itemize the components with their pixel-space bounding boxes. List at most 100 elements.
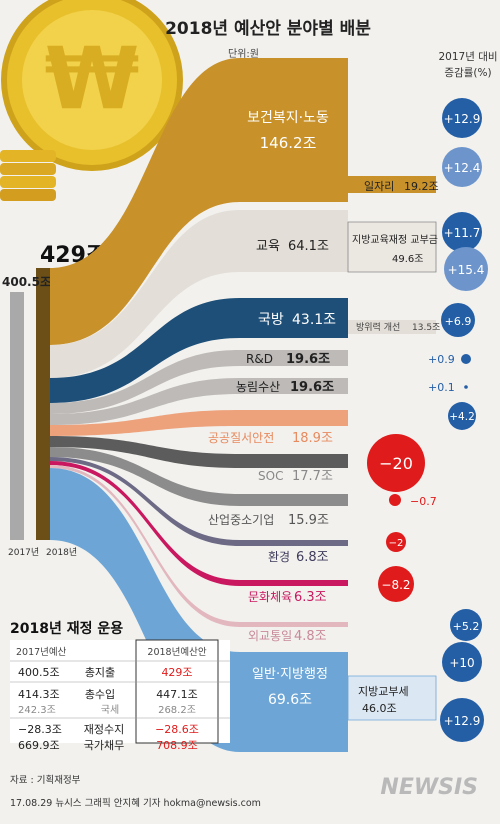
sector-label-soc: SOC bbox=[258, 469, 283, 483]
change-bubble-diplomacy: +5.2 bbox=[450, 609, 482, 641]
sector-label-safety: 공공질서안전 bbox=[208, 431, 274, 445]
sub-label-jobs: 일자리 bbox=[364, 179, 394, 193]
sub-amount-jobs: 19.2조 bbox=[404, 180, 439, 193]
table-row1-label: 총수입 bbox=[85, 688, 115, 701]
flows-environment: 환경 6.8조 bbox=[50, 457, 348, 565]
sector-label-diplomacy: 외교통일 bbox=[248, 629, 292, 643]
change-marker-rnd: +0.9 bbox=[428, 353, 471, 366]
flows-diplomacy: 외교통일 4.8조 bbox=[50, 465, 348, 644]
sector-amount-agri: 19.6조 bbox=[290, 380, 334, 395]
svg-text:+11.7: +11.7 bbox=[444, 226, 481, 240]
table-col-2017: 2017년예산 bbox=[16, 647, 67, 658]
table-row3-label: 재정수지 bbox=[84, 723, 124, 736]
table-row2-2017: 242.3조 bbox=[18, 705, 56, 716]
change-bubble-education: +11.7 bbox=[442, 212, 482, 252]
sector-label-industry: 산업중소기업 bbox=[208, 513, 274, 527]
sector-amount-safety: 18.9조 bbox=[292, 431, 333, 446]
table-row3-2018: −28.6조 bbox=[155, 723, 199, 736]
table-row0-2017: 400.5조 bbox=[18, 666, 60, 679]
svg-text:+6.9: +6.9 bbox=[445, 315, 472, 328]
svg-text:+0.1: +0.1 bbox=[428, 381, 455, 394]
sector-label-health: 보건복지·노동 bbox=[247, 110, 329, 126]
svg-text:+12.4: +12.4 bbox=[444, 161, 481, 175]
year-2018-label: 2018년 bbox=[46, 547, 77, 558]
flows-health: 보건복지·노동 146.2조 일자리 19.2조 bbox=[50, 58, 439, 345]
change-bubble-defense: +6.9 bbox=[441, 303, 475, 337]
sub-label-edu-grant: 지방교육재정 교부금 bbox=[352, 234, 438, 246]
table-title: 2018년 재정 운용 bbox=[10, 620, 123, 637]
svg-text:+0.9: +0.9 bbox=[428, 353, 455, 366]
chart-title: 2018년 예산안 분야별 배분 bbox=[165, 19, 371, 39]
credit-label: 17.08.29 뉴시스 그래픽 안지혜 기자 hokma@newsis.com bbox=[10, 797, 261, 809]
sector-amount-industry: 15.9조 bbox=[288, 513, 329, 528]
svg-text:+15.4: +15.4 bbox=[448, 263, 485, 277]
bar-2018-total bbox=[36, 268, 50, 540]
coin-icon: ₩ bbox=[1, 0, 183, 171]
flows-education: 교육 64.1조 지방교육재정 교부금 49.6조 bbox=[50, 210, 438, 378]
change-bubble-environment: −2 bbox=[386, 532, 406, 552]
unit-label: 단위:원 bbox=[228, 47, 259, 60]
table-row2-label: 국세 bbox=[101, 704, 119, 716]
bar-2017-total bbox=[10, 292, 24, 540]
newsis-logo: NEWSIS bbox=[380, 775, 478, 800]
change-bubble-safety: +4.2 bbox=[448, 402, 476, 430]
sub-amount-local-grant: 46.0조 bbox=[362, 702, 397, 715]
svg-text:+10: +10 bbox=[449, 656, 474, 670]
svg-text:−2: −2 bbox=[389, 538, 404, 549]
change-header-line2: 증감률(%) bbox=[444, 67, 491, 79]
table-row1-2017: 414.3조 bbox=[18, 688, 60, 701]
sector-amount-rnd: 19.6조 bbox=[286, 352, 330, 367]
total-2017-label: 400.5조 bbox=[2, 275, 51, 289]
sub-amount-defense: 13.5조 bbox=[412, 323, 440, 333]
table-row2-2018: 268.2조 bbox=[158, 705, 196, 716]
table-row4-2017: 669.9조 bbox=[18, 739, 60, 752]
table-col-2018: 2018년예산안 bbox=[147, 647, 206, 658]
svg-text:−8.2: −8.2 bbox=[381, 578, 410, 592]
svg-text:+12.9: +12.9 bbox=[444, 714, 481, 728]
flows-culture: 문화체육 6.3조 bbox=[50, 461, 348, 605]
source-label: 자료 : 기획재정부 bbox=[10, 774, 81, 786]
sector-label-environment: 환경 bbox=[268, 550, 290, 564]
svg-text:+5.2: +5.2 bbox=[453, 620, 480, 633]
sector-amount-defense: 43.1조 bbox=[292, 312, 336, 328]
sector-amount-education: 64.1조 bbox=[288, 239, 329, 254]
change-marker-industry: −0.7 bbox=[389, 494, 437, 508]
table-row4-2018: 708.9조 bbox=[156, 739, 198, 752]
sector-label-education: 교육 bbox=[256, 239, 280, 254]
change-bubble-local-grant: +12.9 bbox=[440, 698, 484, 742]
sub-amount-edu-grant: 49.6조 bbox=[392, 254, 423, 265]
table-row3-2017: −28.3조 bbox=[18, 723, 62, 736]
change-bubble-edu-grant: +15.4 bbox=[444, 247, 488, 291]
svg-text:₩: ₩ bbox=[45, 29, 140, 129]
sub-label-defense: 방위력 개선 bbox=[356, 321, 400, 333]
change-bubble-health: +12.9 bbox=[442, 98, 482, 138]
change-bubble-culture: −8.2 bbox=[378, 566, 414, 602]
year-2017-label: 2017년 bbox=[8, 547, 39, 558]
sector-label-defense: 국방 bbox=[258, 312, 284, 328]
flows-defense: 국방 43.1조 방위력 개선 13.5조 bbox=[50, 298, 440, 403]
change-bubble-general-admin: +10 bbox=[442, 642, 482, 682]
sub-label-local-grant: 지방교부세 bbox=[358, 685, 409, 698]
sector-label-agri: 농림수산 bbox=[236, 380, 280, 394]
sector-amount-general-admin: 69.6조 bbox=[268, 692, 312, 708]
change-header-line1: 2017년 대비 bbox=[438, 51, 497, 63]
flows-general-admin: 일반·지방행정 69.6조 지방교부세 46.0조 bbox=[50, 468, 437, 752]
table-row4-label: 국가채무 bbox=[84, 739, 124, 752]
table-row1-2018: 447.1조 bbox=[156, 688, 198, 701]
sector-amount-health: 146.2조 bbox=[260, 134, 317, 152]
fiscal-table: 2018년 재정 운용 2017년예산 2018년예산안 400.5조 총지출 … bbox=[10, 620, 230, 752]
svg-text:+12.9: +12.9 bbox=[444, 112, 481, 126]
table-row0-label: 총지출 bbox=[85, 666, 115, 679]
table-row0-2018: 429조 bbox=[161, 666, 192, 679]
change-bubble-soc: −20 bbox=[367, 434, 425, 492]
svg-text:−0.7: −0.7 bbox=[410, 495, 437, 508]
flows-agri: 농림수산 19.6조 bbox=[50, 378, 348, 425]
change-marker-agri: +0.1 bbox=[428, 381, 468, 394]
sector-amount-soc: 17.7조 bbox=[292, 469, 333, 484]
flows-safety: 공공질서안전 18.9조 bbox=[50, 410, 348, 446]
sector-label-culture: 문화체육 bbox=[248, 590, 292, 604]
flows-industry: 산업중소기업 15.9조 bbox=[50, 447, 348, 528]
coin-stack-icon bbox=[0, 150, 56, 201]
